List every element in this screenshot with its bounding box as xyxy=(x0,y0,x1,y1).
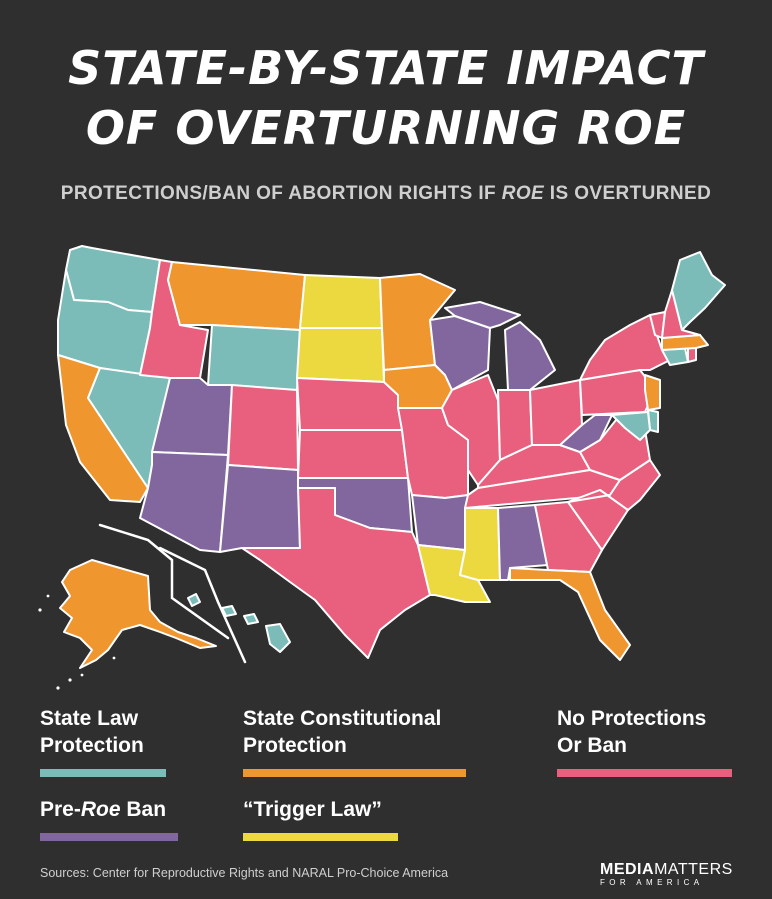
legend-swatch xyxy=(557,769,732,777)
state-co xyxy=(227,384,299,471)
legend-trigger-law: “Trigger Law” xyxy=(243,796,398,841)
island-dot xyxy=(68,678,72,682)
legend-label: State Law Protection xyxy=(40,705,166,759)
subtitle-emphasis: ROE xyxy=(501,183,545,204)
island-dot xyxy=(38,608,42,612)
inset-divider-2 xyxy=(158,546,247,664)
state-hi-1 xyxy=(187,593,201,607)
logo-wordmark: MEDIAMATTERS xyxy=(600,861,733,878)
logo-light: MATTERS xyxy=(654,861,733,878)
inset-divider-1 xyxy=(98,523,230,640)
subtitle-before: PROTECTIONS/BAN OF ABORTION RIGHTS IF xyxy=(60,183,502,204)
page-title: STATE-BY-STATE IMPACT OF OVERTURNING ROE xyxy=(0,38,772,158)
logo-bold: MEDIA xyxy=(600,861,655,878)
island-dot xyxy=(56,686,60,690)
state-mi-lower xyxy=(504,321,556,391)
legend-label: State Constitutional Protection xyxy=(243,705,466,759)
legend-swatch xyxy=(40,833,178,841)
legend-label-line-2: Protection xyxy=(243,734,347,757)
state-hi-4 xyxy=(265,623,291,653)
state-ga xyxy=(534,501,603,573)
state-mi xyxy=(444,301,521,329)
legend-state-constitutional-protection: State Constitutional Protection xyxy=(243,705,466,777)
logo-sub: FOR AMERICA xyxy=(600,878,704,887)
legend-swatch xyxy=(40,769,166,777)
legend-label-after: Ban xyxy=(120,798,167,821)
island-dot xyxy=(112,656,116,660)
state-nh xyxy=(661,289,701,339)
legend-label-before: Pre- xyxy=(40,798,81,821)
legend-label-emphasis: Roe xyxy=(80,798,121,821)
island-dot xyxy=(80,673,84,677)
state-il xyxy=(441,374,501,486)
state-hi-2 xyxy=(221,605,237,617)
state-md xyxy=(611,411,651,441)
media-matters-logo: MEDIAMATTERS FOR AMERICA xyxy=(600,861,733,888)
state-ak xyxy=(59,559,217,669)
legend-swatch xyxy=(243,833,398,841)
us-map xyxy=(38,245,726,690)
state-ar xyxy=(411,494,469,551)
state-ks xyxy=(297,429,409,479)
legend-label-line-1: State Law xyxy=(40,707,139,730)
state-ms xyxy=(459,507,501,581)
legend-label: “Trigger Law” xyxy=(243,798,382,821)
legend-swatch xyxy=(243,769,466,777)
state-hi-3 xyxy=(243,613,259,625)
state-sd xyxy=(296,327,385,383)
state-nd xyxy=(299,274,383,329)
state-fl xyxy=(509,567,631,661)
legend-label-line-1: State Constitutional xyxy=(243,707,442,730)
state-tx xyxy=(241,487,431,659)
state-az xyxy=(139,451,229,553)
state-me xyxy=(671,251,726,331)
state-mt xyxy=(167,261,306,331)
legend-pre-roe-ban: Pre-Roe Ban xyxy=(40,796,178,841)
subtitle-after: IS OVERTURNED xyxy=(544,183,712,204)
state-ne xyxy=(296,377,403,431)
legend-label-line-2: Protection xyxy=(40,734,144,757)
source-note: Sources: Center for Reproductive Rights … xyxy=(40,866,449,880)
state-nm xyxy=(219,464,301,553)
legend-label-line-1: No Protections xyxy=(557,707,707,730)
legend-label: No Protections Or Ban xyxy=(557,705,732,759)
state-ri xyxy=(687,347,697,363)
state-nj xyxy=(644,374,661,411)
legend-no-protections-or-ban: No Protections Or Ban xyxy=(557,705,732,777)
title-line-1: STATE-BY-STATE IMPACT xyxy=(68,41,704,95)
state-wy xyxy=(207,324,301,391)
legend-label-line-2: Or Ban xyxy=(557,734,628,757)
island-dot xyxy=(46,594,50,598)
legend-state-law-protection: State Law Protection xyxy=(40,705,166,777)
page-subtitle: PROTECTIONS/BAN OF ABORTION RIGHTS IF RO… xyxy=(0,183,772,205)
title-line-2: OF OVERTURNING ROE xyxy=(85,101,687,155)
legend-label: Pre-Roe Ban xyxy=(40,796,178,823)
